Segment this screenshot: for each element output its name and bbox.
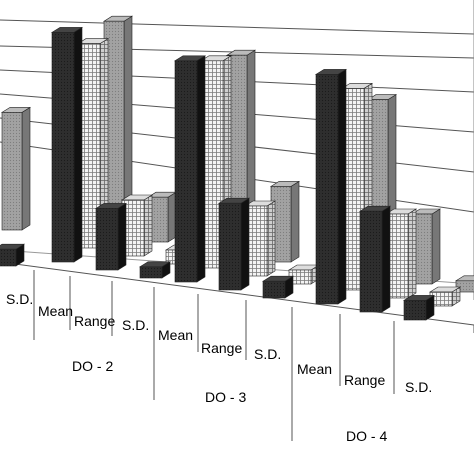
- tick-label-g0-sd: S.D.: [6, 291, 33, 307]
- bar-3-sd-s1: [428, 286, 462, 307]
- bar-2-range-s1: [243, 200, 277, 277]
- bar-3-mean-s0: [314, 68, 348, 305]
- bar-3-range-s2: [410, 208, 442, 285]
- bar-1-range-s2: [146, 191, 178, 243]
- tick-label-g1-mean: Mean: [38, 303, 73, 319]
- bars: [0, 15, 474, 321]
- group-label-do3: DO - 3: [205, 389, 246, 405]
- bar-1-mean-s1: [76, 38, 110, 249]
- floor-edge: [0, 261, 474, 326]
- bar-3-sd-s0: [402, 294, 436, 321]
- bar-2-mean-s0: [173, 55, 207, 283]
- category-axis: S.D. Mean Range S.D. DO - 2 Mean Range S…: [6, 291, 432, 444]
- tick-label-g2-range: Range: [201, 340, 242, 356]
- tick-label-g2-mean: Mean: [158, 327, 193, 343]
- tick-label-g1-sd: S.D.: [122, 317, 149, 333]
- tick-label-g2-sd: S.D.: [254, 346, 281, 362]
- group-label-do4: DO - 4: [346, 428, 387, 444]
- bar-2-range-s2: [269, 180, 301, 263]
- bar-3-range-s0: [358, 205, 392, 313]
- bar-2-sd-s0: [261, 275, 295, 299]
- group-label-do2: DO - 2: [72, 358, 113, 374]
- bar-1-range-s1: [120, 194, 154, 257]
- tick-label-g3-sd: S.D.: [405, 379, 432, 395]
- tick-label-g3-range: Range: [344, 372, 385, 388]
- bar-1-mean-s0: [50, 26, 84, 263]
- bar-0-range-s2: [0, 106, 32, 231]
- bar-3-sd-s2: [454, 275, 474, 293]
- bar-0-sd-s0: [0, 243, 26, 267]
- bar-1-sd-s0: [138, 261, 172, 279]
- gridline: [0, 19, 474, 35]
- tick-label-g1-range: Range: [74, 313, 115, 329]
- bar-2-sd-s1: [287, 264, 321, 285]
- bar-2-range-s0: [217, 197, 251, 291]
- bar-3-range-s1: [384, 208, 418, 299]
- bar-1-range-s0: [94, 202, 128, 271]
- bar-1-mean-s2: [102, 15, 134, 235]
- tick-label-g3-mean: Mean: [297, 361, 332, 377]
